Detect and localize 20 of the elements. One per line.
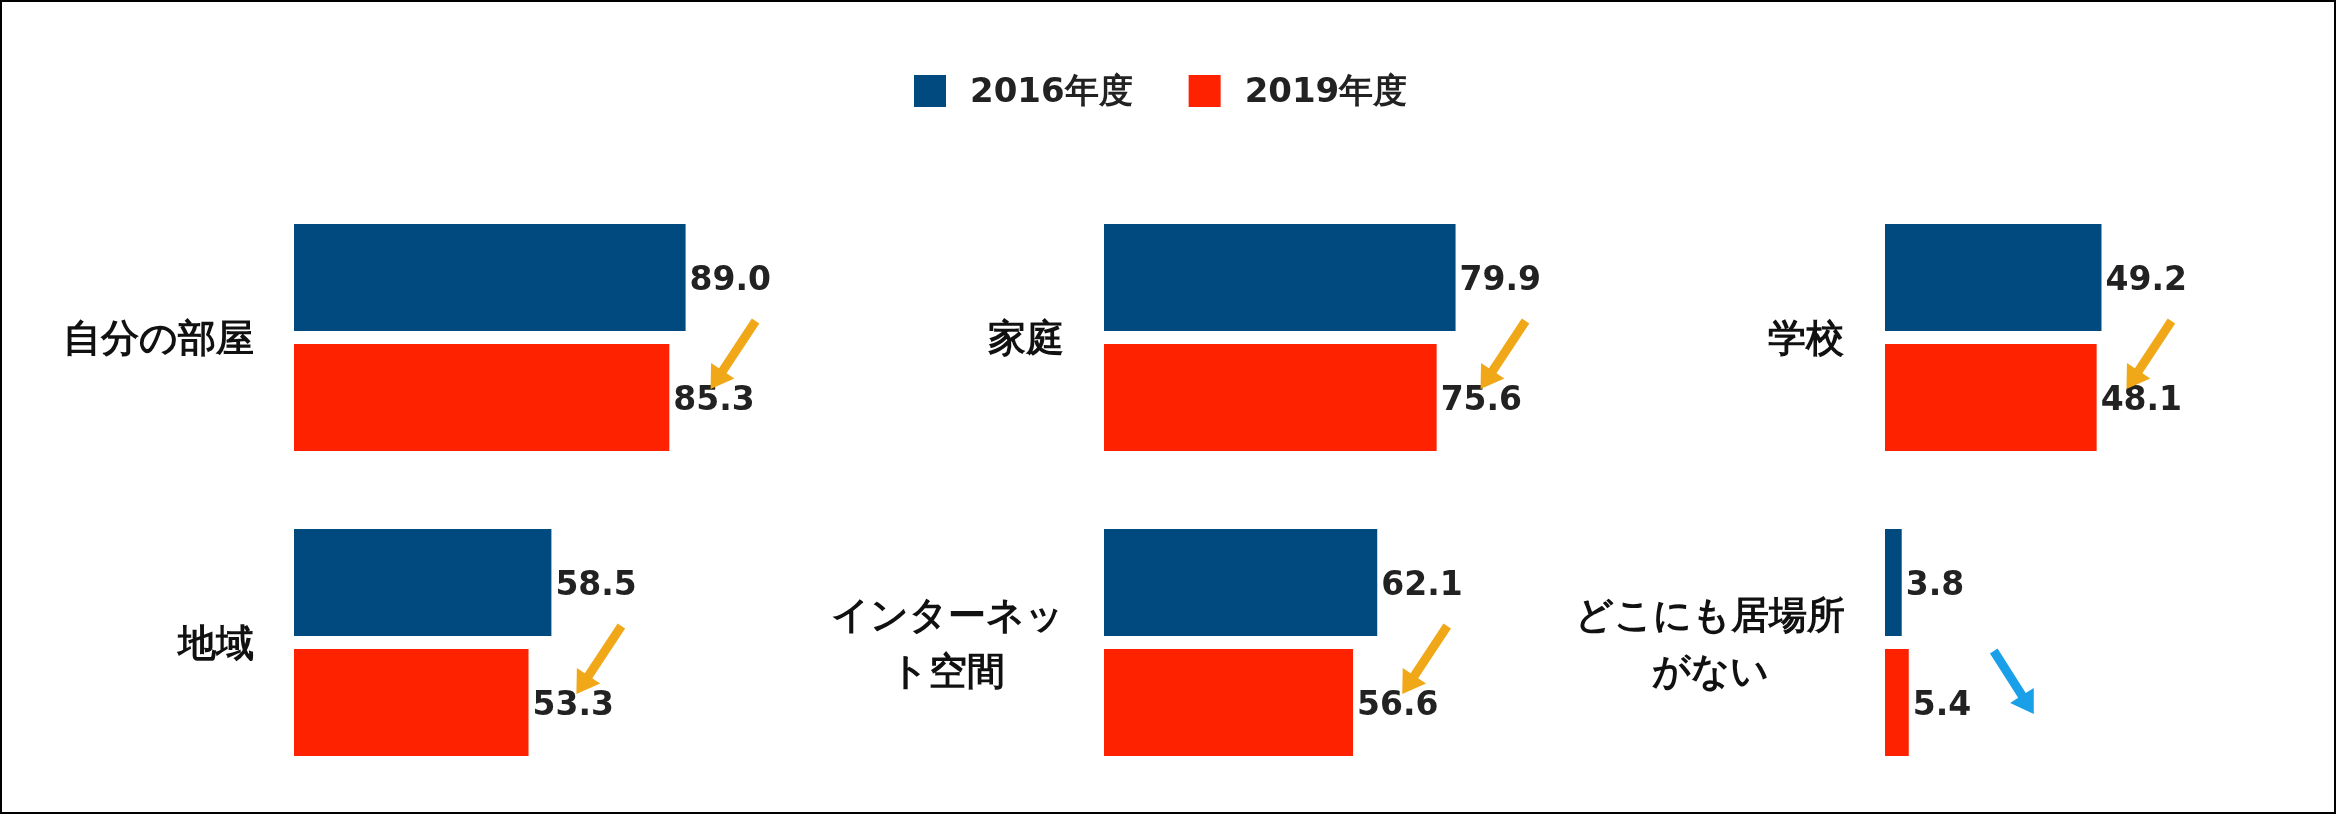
- legend-label: 2016年度: [970, 70, 1133, 110]
- legend-label: 2019年度: [1244, 70, 1408, 110]
- y-tick-label: 地域: [176, 620, 254, 665]
- data-label: 48.1: [2100, 378, 2183, 418]
- data-label: 89.0: [689, 258, 772, 298]
- data-label: 5.4: [1912, 683, 1972, 723]
- data-label: 3.8: [1905, 563, 1965, 603]
- data-label: 85.3: [673, 378, 755, 418]
- data-label: 49.2: [2105, 258, 2187, 298]
- y-tick-label: 学校: [1768, 315, 1845, 360]
- y-tick-label: どこにも居場所がない: [1575, 592, 1845, 693]
- data-label: 75.6: [1440, 378, 1523, 418]
- data-label: 56.6: [1357, 683, 1439, 723]
- data-label: 62.1: [1381, 563, 1463, 603]
- data-label: 79.9: [1459, 258, 1541, 298]
- y-tick-label: 自分の部屋: [63, 315, 254, 360]
- y-tick-label: インターネット空間: [831, 592, 1064, 693]
- data-label: 58.5: [555, 563, 637, 603]
- data-label: 53.3: [532, 683, 614, 723]
- y-tick-label: 家庭: [988, 315, 1064, 360]
